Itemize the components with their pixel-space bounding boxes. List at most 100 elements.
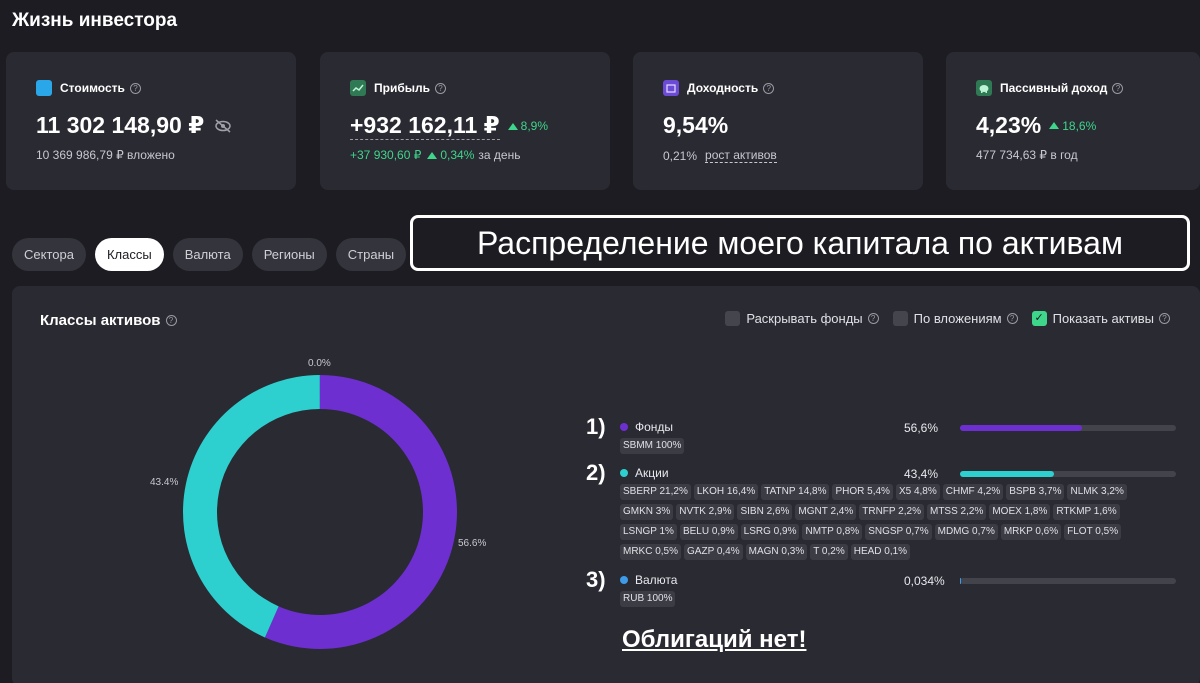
asset-class-name: Акции (635, 466, 669, 480)
help-icon[interactable]: ? (1112, 82, 1124, 94)
asset-chip[interactable]: MTSS 2,2% (926, 504, 987, 520)
asset-chip[interactable]: SIBN 2,6% (737, 504, 793, 520)
asset-classes-donut-chart: 56.6% 43.4% 0.0% (150, 358, 486, 649)
asset-chip[interactable]: BELU 0,9% (679, 524, 738, 540)
card-cost: Стоимость ? 11 302 148,90 ₽ 10 369 986,7… (6, 52, 296, 190)
asset-chip[interactable]: LSRG 0,9% (740, 524, 800, 540)
help-icon[interactable]: ? (435, 82, 446, 94)
piggy-bank-icon (976, 80, 992, 96)
tab-currency[interactable]: Валюта (172, 238, 243, 271)
calendar-icon (663, 80, 679, 96)
legend-dot-icon (620, 469, 628, 477)
card-yield-label: Доходность (687, 81, 759, 95)
progress-bar-fill (960, 471, 1054, 477)
asset-chip[interactable]: X5 4,8% (895, 484, 940, 500)
asset-chip[interactable]: MDMG 0,7% (934, 524, 998, 540)
asset-chip[interactable]: BSPB 3,7% (1006, 484, 1065, 500)
asset-chip[interactable]: MRKP 0,6% (1000, 524, 1062, 540)
option-by-investment[interactable]: По вложениям ? (892, 311, 1018, 326)
row-marker: 2) (586, 460, 606, 485)
chart-line-icon (350, 80, 366, 96)
legend-dot-icon (620, 423, 628, 431)
eye-off-icon[interactable] (214, 118, 232, 133)
row-marker: 3) (586, 567, 606, 592)
help-icon[interactable]: ? (129, 82, 141, 94)
asset-chip[interactable]: MAGN 0,3% (745, 544, 808, 560)
checkbox-checked[interactable]: ✓ (1031, 311, 1047, 326)
asset-growth-link[interactable]: рост активов (705, 148, 777, 163)
panel-title: Классы активов ? (40, 312, 177, 329)
progress-bar-fill (960, 425, 1083, 431)
donut-data-label: 56.6% (458, 538, 486, 549)
asset-chip[interactable]: PHOR 5,4% (832, 484, 893, 500)
asset-chip[interactable]: NLMK 3,2% (1067, 484, 1127, 500)
card-passive-sub: 477 734,63 ₽ в год (976, 148, 1078, 162)
asset-chip-list: RUB 100% (620, 591, 1180, 611)
tab-regions[interactable]: Регионы (251, 238, 327, 271)
asset-chip-list: SBERP 21,2% LKOH 16,4% TATNP 14,8% PHOR 5,4… (620, 484, 1180, 564)
wallet-icon (36, 80, 52, 96)
asset-class-row[interactable]: Фонды (620, 420, 673, 434)
asset-class-name: Фонды (635, 420, 674, 434)
card-cost-value: 11 302 148,90 ₽ (36, 112, 205, 138)
card-profit-day-delta-value: 0,34% (440, 148, 475, 162)
asset-chip[interactable]: MOEX 1,8% (989, 504, 1051, 520)
progress-bar (960, 578, 1176, 584)
asset-chip[interactable]: LSNGP 1% (620, 524, 677, 540)
card-cost-header: Стоимость ? (36, 80, 141, 96)
card-cost-sub: 10 369 986,79 ₽ вложено (36, 148, 175, 162)
option-expand-funds[interactable]: Раскрывать фонды ? (725, 311, 879, 326)
asset-chip[interactable]: MRKC 0,5% (620, 544, 682, 560)
card-profit-label: Прибыль (374, 81, 430, 95)
checkbox[interactable] (892, 311, 908, 326)
asset-chip[interactable]: RTKMP 1,6% (1053, 504, 1120, 520)
help-icon[interactable]: ? (867, 313, 879, 324)
legend-dot-icon (620, 576, 628, 584)
asset-chip[interactable]: HEAD 0,1% (850, 544, 911, 560)
tab-countries[interactable]: Страны (335, 238, 407, 271)
help-icon[interactable]: ? (1006, 313, 1018, 324)
donut-slice-2[interactable] (182, 375, 320, 638)
card-yield: Доходность ? 9,54% 0,21% рост активов (633, 52, 923, 190)
asset-class-row[interactable]: Акции (620, 466, 669, 480)
help-icon[interactable]: ? (1159, 313, 1170, 324)
asset-class-row[interactable]: Валюта (620, 573, 677, 587)
help-icon[interactable]: ? (165, 315, 177, 326)
asset-chip[interactable]: RUB 100% (620, 591, 676, 607)
asset-chip[interactable]: GMKN 3% (620, 504, 674, 520)
asset-chip[interactable]: TRNFP 2,2% (859, 504, 924, 520)
asset-chip[interactable]: LKOH 16,4% (693, 484, 759, 500)
asset-chip[interactable]: SNGSP 0,7% (865, 524, 932, 540)
card-profit-value: +932 162,11 ₽ (350, 112, 500, 140)
asset-chip[interactable]: SBERP 21,2% (620, 484, 691, 500)
asset-chip[interactable]: SBMM 100% (620, 438, 685, 454)
asset-class-name: Валюта (635, 573, 678, 587)
donut-slice-1[interactable] (264, 375, 457, 649)
donut-data-label: 0.0% (308, 358, 331, 369)
arrow-up-icon (507, 122, 518, 130)
donut-data-label: 43.4% (150, 477, 178, 488)
asset-chip[interactable]: NMTP 0,8% (802, 524, 863, 540)
tab-classes[interactable]: Классы (94, 238, 164, 271)
tab-sectors[interactable]: Сектора (12, 238, 86, 271)
card-passive-income: Пассивный доход ? 4,23% 18,6% 477 734,63… (946, 52, 1200, 190)
panel-title-text: Классы активов (40, 312, 161, 329)
asset-chip[interactable]: CHMF 4,2% (942, 484, 1004, 500)
option-label: Показать активы (1052, 311, 1154, 326)
asset-chip[interactable]: MGNT 2,4% (795, 504, 857, 520)
progress-bar (960, 471, 1176, 477)
asset-chip[interactable]: TATNP 14,8% (761, 484, 830, 500)
checkbox[interactable] (725, 311, 741, 326)
no-bonds-note: Облигаций нет! (622, 626, 807, 653)
asset-chip[interactable]: FLOT 0,5% (1064, 524, 1122, 540)
card-passive-label: Пассивный доход (1000, 81, 1108, 95)
option-label: Раскрывать фонды (746, 311, 863, 326)
help-icon[interactable]: ? (763, 82, 775, 94)
card-yield-sub-value: 0,21% (663, 148, 698, 163)
asset-chip[interactable]: GAZP 0,4% (684, 544, 743, 560)
option-show-assets[interactable]: ✓ Показать активы ? (1031, 311, 1170, 326)
asset-chip[interactable]: NVTK 2,9% (676, 504, 735, 520)
asset-chip[interactable]: T 0,2% (810, 544, 848, 560)
asset-class-percent: 0,034% (904, 574, 945, 588)
card-profit: Прибыль ? +932 162,11 ₽ 8,9% +37 930,60 … (320, 52, 610, 190)
